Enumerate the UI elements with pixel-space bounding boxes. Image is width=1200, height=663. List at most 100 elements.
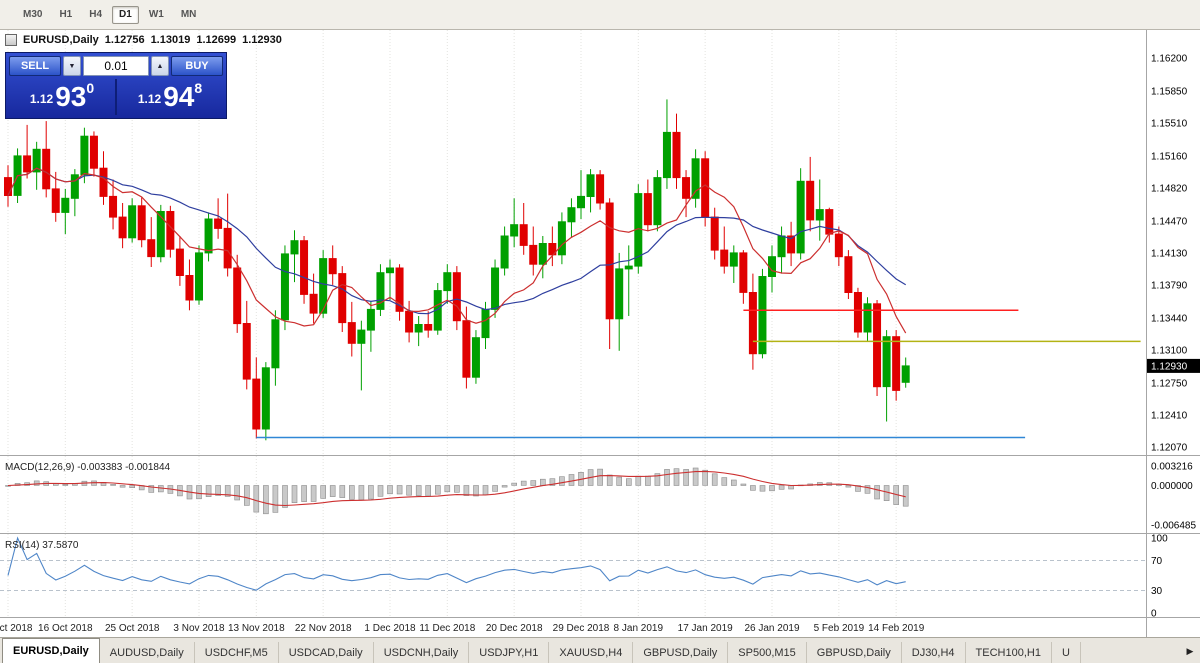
bear-candle [338, 273, 347, 324]
svg-text:0: 0 [1151, 609, 1157, 620]
bull-candle [70, 174, 79, 199]
macd-histogram-bar [406, 485, 412, 496]
bear-candle [309, 293, 318, 314]
timeframe-button-mn[interactable]: MN [180, 8, 197, 20]
macd-histogram-bar [387, 485, 393, 495]
macd-histogram-bar [501, 485, 508, 488]
timeframe-button-d1[interactable]: D1 [112, 5, 139, 24]
ask-point: 8 [194, 80, 203, 96]
macd-histogram-bar [864, 485, 871, 494]
macd-signal-line [7, 470, 906, 507]
date-label: 8 Jan 2019 [614, 623, 664, 634]
macd-histogram-bar [244, 485, 250, 506]
svg-text:1.12750: 1.12750 [1151, 378, 1188, 389]
bear-candle [118, 216, 127, 239]
svg-text:1.13440: 1.13440 [1151, 313, 1188, 324]
bear-candle [701, 158, 710, 218]
macd-histogram-bar [664, 469, 670, 486]
volume-decrease-button[interactable]: ▼ [63, 56, 81, 76]
macd-histogram-bar [129, 485, 135, 489]
chart-tab-dj30-h4[interactable]: DJ30,H4 [902, 642, 966, 663]
macd-histogram-bar [358, 485, 365, 501]
bear-candle [462, 320, 471, 378]
svg-text:30: 30 [1151, 586, 1163, 597]
ma-8-line [7, 167, 907, 334]
macd-histogram-bar [549, 478, 556, 486]
macd-histogram-bar [702, 469, 709, 486]
chart-tab-sp500-m15[interactable]: SP500,M15 [728, 642, 807, 663]
macd-histogram-bar [511, 482, 518, 486]
chart-tab-gbpusd-daily[interactable]: GBPUSD,Daily [807, 642, 902, 663]
ask-pips: 94 [163, 81, 195, 112]
bear-candle [529, 244, 538, 265]
bull-candle [128, 205, 137, 239]
macd-histogram-bar [874, 485, 880, 500]
chart-canvas[interactable]: 1.16200 1.15850 1.15510 1.15160 1.14820 1.144… [0, 30, 1200, 637]
bull-candle [414, 324, 423, 333]
bear-candle [214, 218, 223, 229]
bull-candle [882, 336, 891, 388]
bull-candle [691, 158, 700, 199]
bid-price[interactable]: 1.12930 [9, 79, 115, 115]
volume-increase-button[interactable]: ▲ [151, 56, 169, 76]
chart-tab-usdchf-m5[interactable]: USDCHF,M5 [195, 642, 279, 663]
macd-histogram-bar [559, 476, 565, 486]
sell-button[interactable]: SELL [9, 56, 61, 76]
svg-text:1.14130: 1.14130 [1151, 248, 1188, 259]
bear-candle [806, 180, 815, 221]
timeframe-button-w1[interactable]: W1 [148, 8, 164, 20]
date-label: 22 Nov 2018 [295, 623, 352, 634]
date-label: 17 Jan 2019 [678, 623, 733, 634]
timeframe-button-h4[interactable]: H4 [89, 8, 103, 20]
macd-histogram-bar [454, 485, 460, 493]
volume-input[interactable] [83, 56, 149, 76]
bull-candle [471, 337, 480, 378]
macd-histogram-bar [215, 485, 221, 496]
macd-histogram-bar [520, 480, 527, 486]
bull-candle [366, 308, 375, 331]
macd-histogram-bar [119, 485, 126, 488]
timeframe-button-m30[interactable]: M30 [23, 8, 43, 20]
bull-candle [357, 329, 366, 344]
chart-tab-u[interactable]: U [1052, 642, 1081, 663]
chart-tab-usdcnh-daily[interactable]: USDCNH,Daily [374, 642, 470, 663]
bull-candle [500, 235, 509, 269]
macd-histogram-bar [205, 485, 212, 497]
bull-candle [586, 174, 595, 198]
chart-tab-usdcad-daily[interactable]: USDCAD,Daily [279, 642, 374, 663]
svg-text:1.12070: 1.12070 [1151, 442, 1188, 453]
chart-tab-tech100-h1[interactable]: TECH100,H1 [966, 642, 1052, 663]
macd-histogram-bar [645, 475, 651, 486]
bull-candle [156, 211, 165, 258]
chart-tab-audusd-daily[interactable]: AUDUSD,Daily [100, 642, 195, 663]
bear-candle [347, 322, 356, 344]
chart-tab-eurusd-daily[interactable]: EURUSD,Daily [2, 638, 100, 663]
chart-tab-usdjpy-h1[interactable]: USDJPY,H1 [469, 642, 550, 663]
tab-scroll-right-button[interactable]: ▶ [1182, 643, 1198, 659]
ask-price[interactable]: 1.12948 [115, 79, 223, 115]
ohlc-high: 1.13019 [150, 34, 191, 46]
macd-histogram-bar [625, 478, 632, 486]
bull-candle [510, 224, 519, 237]
macd-pane: 0.003216 0.000000 -0.006485 MACD(12,26,9) -… [5, 461, 1196, 531]
bull-candle [32, 148, 41, 173]
macd-histogram-bar [730, 479, 737, 486]
macd-histogram-bar [368, 485, 374, 500]
svg-text:70: 70 [1151, 556, 1163, 567]
macd-histogram-bar [530, 480, 537, 486]
chart-tab-gbpusd-daily[interactable]: GBPUSD,Daily [633, 642, 729, 663]
macd-histogram-bar [606, 474, 613, 486]
macd-histogram-bar [883, 485, 890, 501]
trade-controls-row: SELL ▼ ▲ BUY [9, 56, 223, 76]
timeframe-button-h1[interactable]: H1 [59, 8, 73, 20]
macd-histogram-bar [759, 485, 766, 492]
chart-title-symbol: EURUSD,Daily [23, 34, 99, 46]
bear-candle [424, 324, 433, 331]
buy-button[interactable]: BUY [171, 56, 223, 76]
chart-symbol-icon [5, 34, 17, 46]
bear-candle [834, 233, 843, 258]
chart-tab-xauusd-h4[interactable]: XAUUSD,H4 [549, 642, 634, 663]
svg-text:1.14820: 1.14820 [1151, 183, 1188, 194]
bull-candle [319, 258, 328, 314]
bull-candle [796, 180, 805, 254]
